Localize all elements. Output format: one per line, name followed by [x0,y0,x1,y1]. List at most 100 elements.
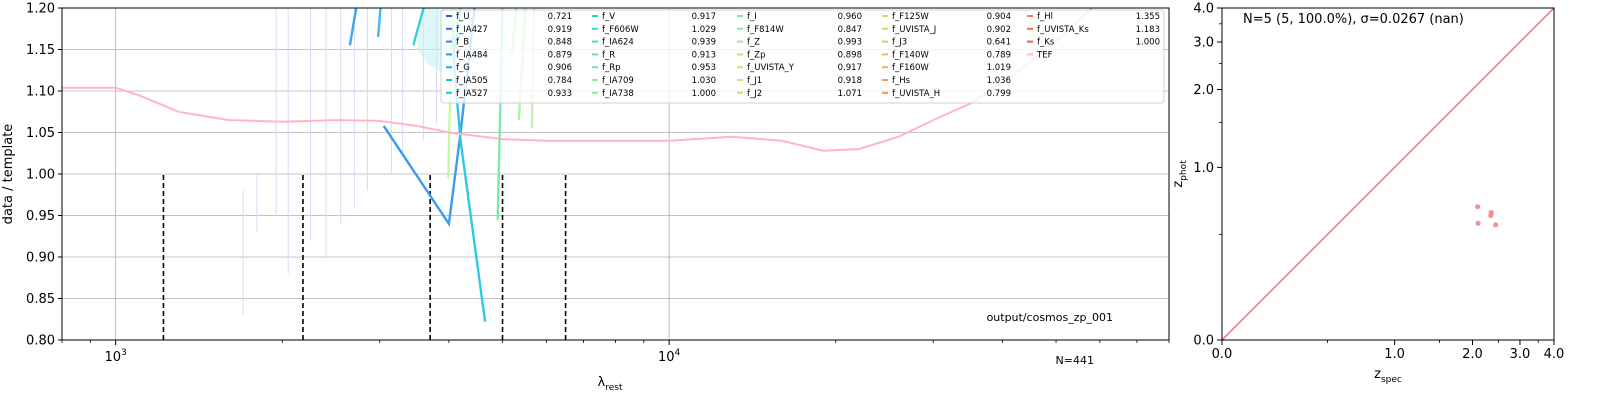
left-x-axis-label-sub: rest [605,383,623,393]
left-x-tick-base-1: 10 [658,350,675,365]
legend-label-26: f_Hs [892,76,911,86]
left-x-tick-exp-1: 4 [675,348,681,358]
left-y-tick-label-6: 1.10 [26,85,55,100]
left-y-tick-label-4: 1.00 [26,168,55,183]
legend-value-24: 0.789 [987,50,1011,60]
legend-value-25: 1.019 [987,63,1011,73]
legend-entry-0: f_U 0.721 [446,12,572,22]
legend-entry-16: f_Z 0.993 [737,38,862,48]
left-dashed-lines [162,174,567,340]
left-y-tick-label-7: 1.15 [26,43,55,58]
legend-value-27: 0.799 [987,89,1011,99]
legend-value-0: 0.721 [548,12,572,22]
legend-value-3: 0.879 [548,50,572,60]
right-x-tick-label-2: 2.0 [1462,347,1483,362]
left-x-tick-base-0: 10 [104,350,121,365]
scatter-point-4 [1493,222,1499,228]
right-chart-title: N=5 (5, 100.0%), σ=0.0267 (nan) [1243,12,1464,27]
legend-label-30: f_Ks [1037,38,1055,48]
legend-value-2: 0.848 [548,38,572,48]
right-scatter-points [1475,204,1499,228]
legend-label-13: f_IA738 [602,89,634,99]
legend-value-4: 0.906 [548,63,572,73]
legend-value-28: 1.355 [1136,12,1160,22]
legend-entry-1: f_IA427 0.919 [446,25,572,35]
legend-entry-29: f_UVISTA_Ks 1.183 [1027,25,1160,35]
legend-entry-23: f_J3 0.641 [882,38,1011,48]
legend-label-6: f_IA527 [456,89,488,99]
legend-label-23: f_J3 [892,38,907,48]
band-line-2 [348,7,358,46]
legend-entry-13: f_IA738 1.000 [592,89,716,99]
legend-entry-4: f_G 0.906 [446,63,572,73]
legend-value-5: 0.784 [548,76,572,86]
legend-value-12: 1.030 [692,76,716,86]
legend-label-17: f_Zp [747,50,765,60]
legend-label-31: TEF [1036,50,1053,60]
right-y-axis-label-main: z [1171,181,1186,188]
legend-value-6: 0.933 [548,89,572,99]
left-y-ticks: 0.80 0.85 0.90 0.95 1.00 1.05 1.10 1.15 1.20 [26,2,62,349]
legend-entry-31: TEF [1027,50,1053,60]
legend-entry-11: f_Rp 0.953 [592,63,716,73]
right-ticks: 0.0 1.0 2.0 3.0 4.0 0.0 1.0 2.0 3.0 4.0 [1193,2,1564,363]
legend-label-5: f_IA505 [456,76,488,86]
legend-entry-7: f_V 0.917 [592,12,716,22]
legend-label-21: f_F125W [892,12,929,22]
legend-value-20: 1.071 [838,89,862,99]
legend-entry-20: f_J2 1.071 [737,89,862,99]
legend-value-23: 0.641 [987,38,1011,48]
legend-value-14: 0.960 [838,12,862,22]
left-path-annotation: output/cosmos_zp_001 [987,311,1113,324]
left-x-ticks: 103 104 [61,340,1170,365]
right-x-tick-label-0: 0.0 [1212,347,1233,362]
scatter-point-0 [1475,204,1481,210]
legend-label-27: f_UVISTA_H [892,89,940,99]
legend-entry-8: f_F606W 1.029 [592,25,716,35]
legend-label-15: f_F814W [747,25,784,35]
legend-value-17: 0.898 [838,50,862,60]
scatter-point-3 [1488,209,1494,216]
legend-label-7: f_V [602,12,615,22]
legend-value-29: 1.183 [1136,25,1160,35]
legend-value-18: 0.917 [838,63,862,73]
left-x-tick-label-1: 104 [658,348,681,365]
left-n-annotation: N=441 [1056,354,1094,367]
legend-entry-27: f_UVISTA_H 0.799 [882,89,1011,99]
legend-value-10: 0.913 [692,50,716,60]
legend-entry-21: f_F125W 0.904 [882,12,1011,22]
left-y-tick-label-3: 0.95 [26,209,55,224]
legend-label-12: f_IA709 [602,76,634,86]
right-x-axis-label: zspec [1374,367,1402,385]
legend-label-2: f_B [456,38,469,48]
left-y-axis-label: data / template [1,124,16,225]
legend-label-8: f_F606W [602,25,639,35]
legend-label-28: f_Hl [1037,12,1053,22]
legend-entry-10: f_R 0.913 [592,50,716,60]
left-legend: f_U 0.721 f_IA427 0.919 f_B 0.848 f_IA484 0.879… [440,9,1165,104]
legend-label-25: f_F160W [892,63,929,73]
legend-entry-17: f_Zp 0.898 [737,50,862,60]
legend-label-11: f_Rp [602,63,621,73]
photoz-scatter-chart: 0.0 1.0 2.0 3.0 4.0 0.0 1.0 2.0 3.0 4.0 N=5 (5, 1… [1171,2,1564,386]
legend-value-16: 0.993 [838,38,862,48]
legend-entry-14: f_I 0.960 [737,12,862,22]
legend-value-9: 0.939 [692,38,716,48]
legend-entry-25: f_F160W 1.019 [882,63,1011,73]
right-plot-frame [1221,7,1555,341]
right-x-tick-label-4: 4.0 [1544,347,1565,362]
legend-value-7: 0.917 [692,12,716,22]
legend-label-24: f_F140W [892,50,929,60]
legend-entry-3: f_IA484 0.879 [446,50,572,60]
legend-label-19: f_J1 [747,76,762,86]
left-x-axis-label: λrest [598,375,623,393]
legend-entry-5: f_IA505 0.784 [446,76,572,86]
legend-label-1: f_IA427 [456,25,488,35]
legend-entry-9: f_IA624 0.939 [592,38,716,48]
legend-value-13: 1.000 [692,89,716,99]
legend-value-22: 0.902 [987,25,1011,35]
right-y-tick-label-4: 4.0 [1193,2,1214,17]
legend-entry-18: f_UVISTA_Y 0.917 [737,63,862,73]
left-y-tick-label-1: 0.85 [26,292,55,307]
scatter-point-1 [1475,220,1481,226]
